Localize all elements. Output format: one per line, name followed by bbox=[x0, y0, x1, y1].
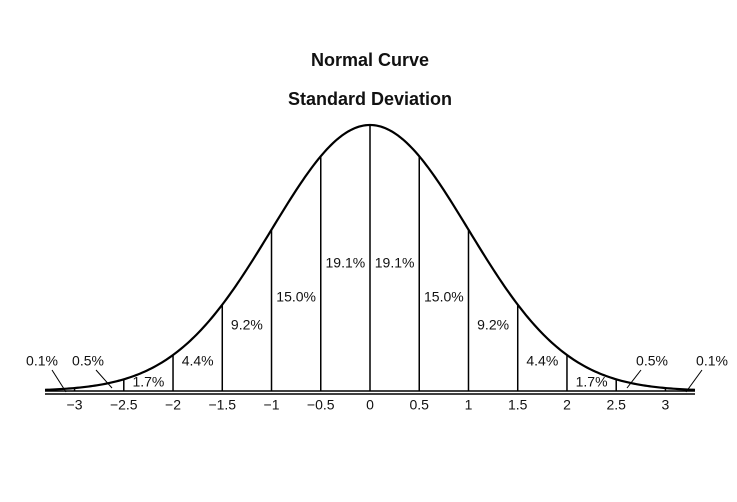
segment-area bbox=[271, 156, 321, 391]
x-tick-label: 2.5 bbox=[606, 397, 626, 413]
x-tick-label: 1.5 bbox=[508, 397, 528, 413]
leader-line bbox=[95, 369, 113, 389]
chart-subtitle: Standard Deviation bbox=[288, 89, 452, 109]
x-tick-label: 3 bbox=[662, 397, 670, 413]
x-tick-label: 2 bbox=[563, 397, 571, 413]
value-label: 0.1% bbox=[696, 353, 728, 369]
value-label: 15.0% bbox=[424, 289, 464, 305]
segment-area bbox=[173, 304, 223, 391]
leader-line bbox=[626, 369, 642, 389]
segment-area bbox=[419, 156, 469, 391]
value-label: 19.1% bbox=[326, 255, 366, 271]
segment-area bbox=[370, 125, 420, 391]
segment-area bbox=[468, 229, 518, 391]
chart-title: Normal Curve bbox=[311, 50, 429, 70]
x-tick-label: 0 bbox=[366, 397, 374, 413]
segment-area bbox=[517, 304, 567, 391]
x-tick-label: −3 bbox=[67, 397, 83, 413]
value-label: 0.5% bbox=[72, 353, 104, 369]
value-label: 15.0% bbox=[276, 289, 316, 305]
x-tick-label: −1.5 bbox=[208, 397, 236, 413]
value-label: 19.1% bbox=[375, 255, 415, 271]
leader-line bbox=[685, 369, 703, 393]
segment-area bbox=[222, 229, 272, 391]
value-label: 1.7% bbox=[132, 374, 164, 390]
value-label: 4.4% bbox=[182, 353, 214, 369]
value-label: 1.7% bbox=[576, 374, 608, 390]
x-tick-label: −2 bbox=[165, 397, 181, 413]
x-tick-label: 1 bbox=[465, 397, 473, 413]
leader-line bbox=[51, 369, 67, 393]
segment-area bbox=[320, 125, 370, 391]
value-label: 9.2% bbox=[231, 317, 263, 333]
value-label: 4.4% bbox=[526, 353, 558, 369]
x-tick-label: −1 bbox=[264, 397, 280, 413]
x-tick-label: 0.5 bbox=[410, 397, 430, 413]
value-label: 9.2% bbox=[477, 317, 509, 333]
value-label: 0.1% bbox=[26, 353, 58, 369]
value-label: 0.5% bbox=[636, 353, 668, 369]
x-tick-label: −0.5 bbox=[307, 397, 335, 413]
x-tick-label: −2.5 bbox=[110, 397, 138, 413]
